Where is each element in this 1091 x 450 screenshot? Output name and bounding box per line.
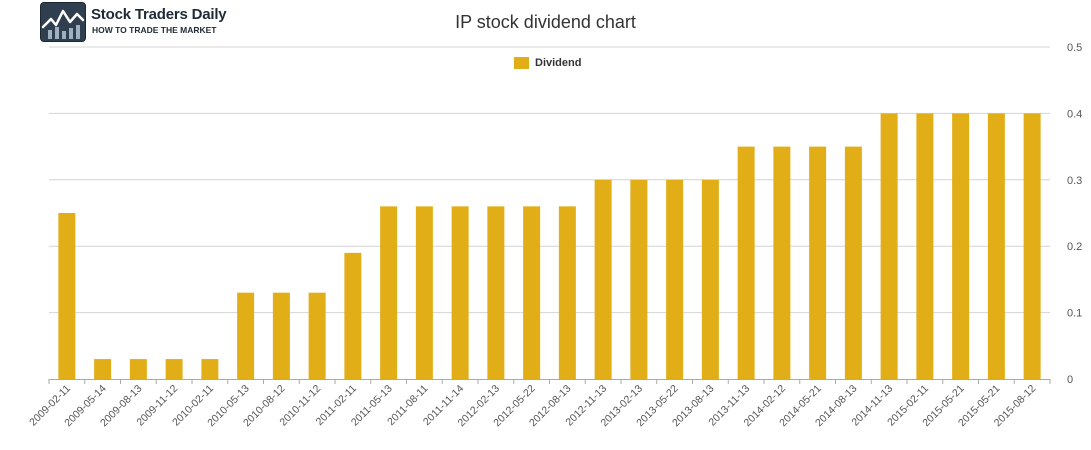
bar: [558, 206, 576, 379]
bar: [630, 179, 648, 379]
bar: [237, 292, 255, 379]
bar: [344, 252, 362, 379]
bar: [916, 113, 934, 380]
bar: [201, 359, 219, 379]
bar: [737, 146, 755, 379]
bar: [523, 206, 541, 379]
bar: [594, 179, 612, 379]
legend-label: Dividend: [535, 57, 582, 69]
bar: [487, 206, 505, 379]
y-tick-label: 0: [1067, 374, 1073, 386]
logo-name: Stock Traders Daily: [91, 6, 227, 23]
bar: [451, 206, 469, 379]
bar: [773, 146, 791, 379]
y-tick-label: 0.3: [1067, 175, 1082, 187]
bar: [58, 213, 76, 379]
bar: [380, 206, 398, 379]
y-tick-label: 0.5: [1067, 42, 1082, 54]
logo-tagline: HOW TO TRADE THE MARKET: [92, 25, 217, 35]
bar: [415, 206, 433, 379]
bar: [94, 359, 112, 379]
logo: Stock Traders Daily HOW TO TRADE THE MAR…: [40, 2, 240, 42]
chart-logo-icon: [40, 2, 86, 42]
bar: [987, 113, 1005, 380]
bar: [880, 113, 898, 380]
bar: [809, 146, 827, 379]
bar: [952, 113, 970, 380]
bar: [701, 179, 719, 379]
chart-title: IP stock dividend chart: [455, 12, 636, 32]
bar: [165, 359, 183, 379]
y-tick-label: 0.4: [1067, 108, 1082, 120]
y-tick-label: 0.2: [1067, 241, 1082, 253]
bar: [1023, 113, 1041, 380]
bar: [308, 292, 326, 379]
bar: [129, 359, 147, 379]
bar: [272, 292, 290, 379]
legend-swatch: [514, 57, 529, 69]
y-tick-label: 0.1: [1067, 308, 1082, 320]
bar: [666, 179, 684, 379]
bar: [844, 146, 862, 379]
